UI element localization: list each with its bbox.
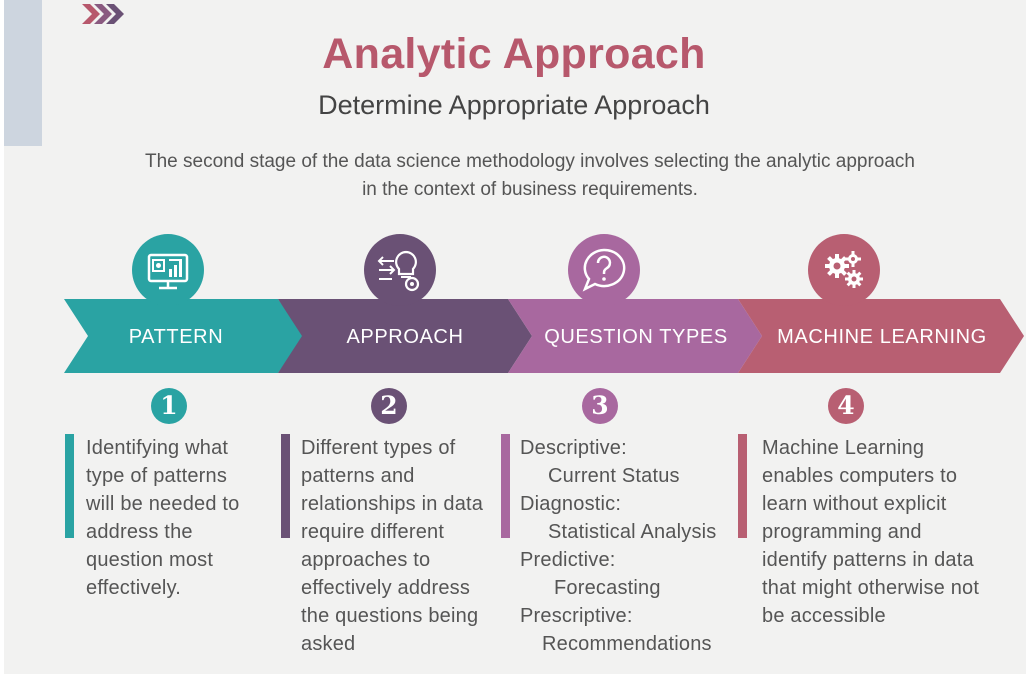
stage-label-machine-learning: MACHINE LEARNING bbox=[777, 326, 987, 348]
stage-description-question-types: Descriptive: Current Status Diagnostic: … bbox=[520, 434, 717, 658]
triple-chevron-icon bbox=[82, 4, 124, 24]
text-line: require different bbox=[301, 521, 445, 543]
question-type-predictive: Predictive: bbox=[520, 549, 616, 571]
text-line: effectively. bbox=[86, 577, 182, 599]
question-type-descriptive: Descriptive: bbox=[520, 437, 627, 459]
stage-description-machine-learning: Machine Learning enables computers to le… bbox=[762, 434, 979, 630]
text-line: that might otherwise not bbox=[762, 577, 980, 599]
stage-number-4: 4 bbox=[828, 388, 864, 424]
page-title: Analytic Approach bbox=[322, 30, 706, 78]
stage-description-pattern: Identifying what type of patterns will b… bbox=[86, 434, 240, 602]
text-line: effectively address bbox=[301, 577, 471, 599]
question-detail-diagnostic: Statistical Analysis bbox=[548, 521, 717, 543]
text-line: address the bbox=[86, 521, 193, 543]
text-line: programming and bbox=[762, 521, 922, 543]
text-line: enables computers to bbox=[762, 465, 958, 487]
question-type-prescriptive: Prescriptive: bbox=[520, 605, 633, 627]
text-line: identify patterns in data bbox=[762, 549, 974, 571]
description-line: The second stage of the data science met… bbox=[145, 151, 915, 172]
text-line: question most bbox=[86, 549, 214, 571]
accent-bar-2 bbox=[281, 434, 290, 538]
text-line: relationships in data bbox=[301, 493, 484, 515]
arrow-approach bbox=[278, 299, 532, 373]
text-line: the questions being bbox=[301, 605, 479, 627]
stage-label-question-types: QUESTION TYPES bbox=[544, 326, 728, 348]
accent-bar-3 bbox=[501, 434, 510, 538]
stage-number-3: 3 bbox=[582, 388, 618, 424]
gears-icon bbox=[808, 234, 880, 306]
stage-number-1: 1 bbox=[151, 388, 187, 424]
accent-bar-4 bbox=[738, 434, 747, 538]
text-line: type of patterns bbox=[86, 465, 228, 487]
text-line: Different types of bbox=[301, 437, 456, 459]
stage-label-pattern: PATTERN bbox=[128, 326, 224, 348]
arrow-question-types bbox=[508, 299, 762, 373]
stage-label-approach: APPROACH bbox=[346, 326, 464, 348]
text-line: learn without explicit bbox=[762, 493, 947, 515]
text-line: Machine Learning bbox=[762, 437, 925, 459]
question-detail-predictive: Forecasting bbox=[554, 577, 661, 599]
page-description: The second stage of the data science met… bbox=[80, 148, 980, 204]
page-subtitle: Determine Appropriate Approach bbox=[318, 90, 710, 120]
text-line: patterns and bbox=[301, 465, 415, 487]
text-line: Identifying what bbox=[86, 437, 229, 459]
text-line: approaches to bbox=[301, 549, 431, 571]
accent-bar-1 bbox=[65, 434, 74, 538]
stage-number-2: 2 bbox=[371, 388, 407, 424]
question-detail-descriptive: Current Status bbox=[548, 465, 680, 487]
text-line: asked bbox=[301, 633, 356, 655]
lightbulb-gear-icon bbox=[364, 234, 436, 306]
side-strip bbox=[4, 0, 42, 146]
description-line: in the context of business requirements. bbox=[362, 179, 698, 200]
question-type-diagnostic: Diagnostic: bbox=[520, 493, 622, 515]
text-line: be accessible bbox=[762, 605, 886, 627]
question-bubble-icon bbox=[568, 234, 640, 306]
question-detail-prescriptive: Recommendations bbox=[542, 633, 712, 655]
monitor-dashboard-icon bbox=[132, 234, 204, 306]
text-line: will be needed to bbox=[86, 493, 240, 515]
arrow-machine-learning bbox=[738, 299, 1024, 373]
arrow-pattern bbox=[64, 299, 304, 373]
stage-description-approach: Different types of patterns and relation… bbox=[301, 434, 483, 658]
